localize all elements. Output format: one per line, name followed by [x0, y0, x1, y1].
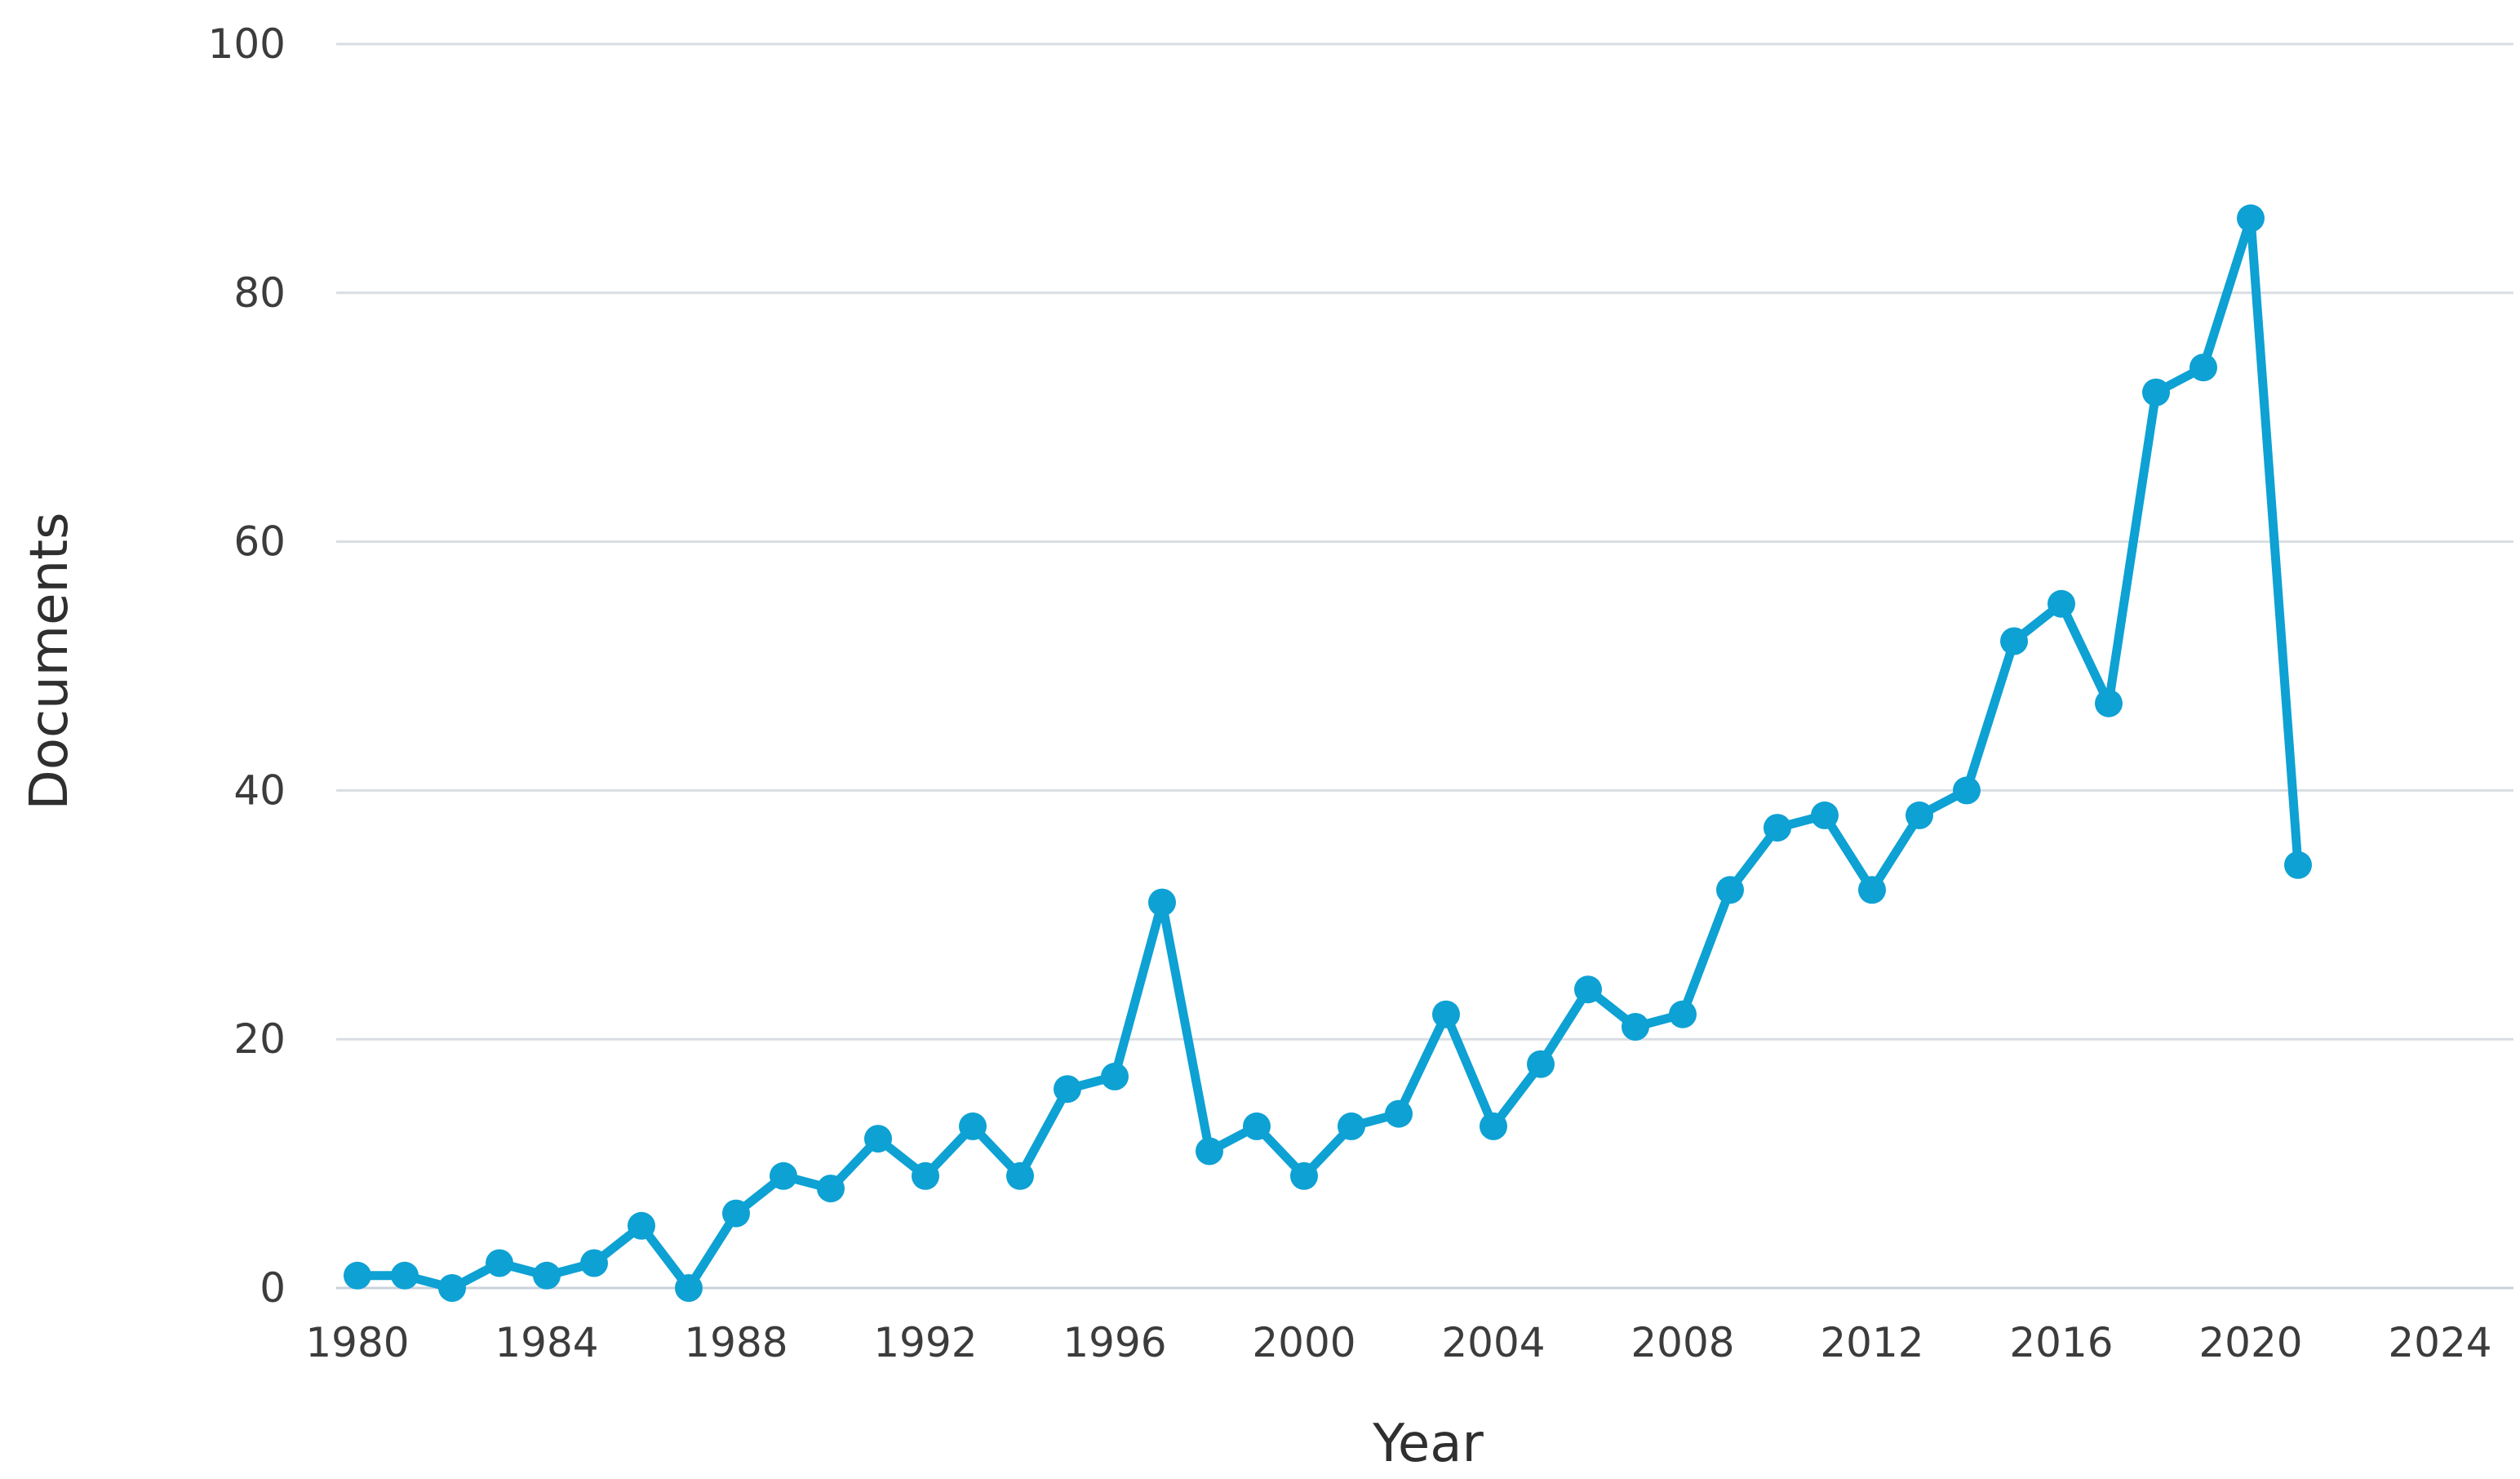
data-point-2020	[2237, 204, 2265, 233]
grid-lines	[336, 42, 2513, 1290]
x-tick-label-2020: 2020	[2198, 1319, 2302, 1366]
data-point-2010	[1764, 814, 1791, 842]
data-point-2021	[2284, 851, 2312, 879]
data-point-2001	[1338, 1112, 1365, 1140]
x-tick-label-1996: 1996	[1063, 1319, 1166, 1366]
data-point-1983	[486, 1249, 513, 1277]
data-point-1988	[722, 1199, 750, 1228]
data-point-2016	[2048, 589, 2075, 618]
x-tick-label-1988: 1988	[684, 1319, 788, 1366]
data-point-2018	[2142, 378, 2170, 406]
data-point-2006	[1574, 975, 1602, 1004]
data-point-1993	[959, 1112, 987, 1140]
data-point-2017	[2095, 689, 2123, 717]
y-tick-label-40: 40	[233, 766, 286, 814]
x-axis-tick-labels: 1980 1984 1988 1992 1996 2000 2004 2008 2012 2016…	[305, 1319, 2491, 1366]
data-point-1995	[1054, 1075, 1081, 1104]
data-point-1992	[912, 1161, 939, 1190]
y-axis-tick-labels: 0 20 40 60 80 100	[208, 20, 286, 1312]
data-point-2007	[1622, 1013, 1649, 1041]
x-tick-label-2024: 2024	[2388, 1319, 2491, 1366]
data-point-1982	[438, 1274, 466, 1302]
x-tick-label-2004: 2004	[1441, 1319, 1545, 1366]
x-axis-title: Year	[1372, 1414, 1484, 1474]
data-point-1998	[1196, 1137, 1223, 1166]
data-point-1984	[533, 1261, 561, 1290]
y-axis-title: Documents	[20, 513, 80, 811]
data-point-1980	[344, 1261, 371, 1290]
data-point-2019	[2189, 353, 2217, 382]
data-point-1987	[675, 1274, 703, 1302]
data-point-1981	[391, 1261, 419, 1290]
y-tick-label-0: 0	[260, 1264, 286, 1312]
series-line-0	[353, 213, 2303, 1293]
series-layer	[344, 204, 2312, 1302]
x-tick-label-2016: 2016	[2009, 1319, 2113, 1366]
y-tick-label-60: 60	[233, 518, 286, 566]
y-tick-label-100: 100	[208, 20, 286, 68]
data-point-2011	[1811, 801, 1839, 829]
data-point-2003	[1432, 1000, 1460, 1028]
data-point-1986	[628, 1211, 655, 1240]
data-point-2002	[1385, 1099, 1413, 1128]
x-tick-label-2012: 2012	[1820, 1319, 1923, 1366]
x-tick-label-1992: 1992	[873, 1319, 977, 1366]
x-tick-label-2000: 2000	[1252, 1319, 1355, 1366]
data-point-2013	[1906, 801, 1933, 829]
data-point-1985	[580, 1249, 608, 1277]
x-tick-label-1980: 1980	[305, 1319, 409, 1366]
y-tick-label-80: 80	[233, 269, 286, 317]
data-point-1994	[1006, 1161, 1034, 1190]
data-point-1991	[864, 1125, 892, 1153]
y-tick-label-20: 20	[233, 1015, 286, 1063]
x-tick-label-1984: 1984	[495, 1319, 598, 1366]
data-point-2014	[1953, 776, 1981, 805]
x-tick-label-2008: 2008	[1630, 1319, 1734, 1366]
data-point-2015	[2000, 627, 2028, 655]
data-point-2008	[1669, 1000, 1697, 1028]
data-point-2009	[1716, 876, 1744, 904]
data-point-2004	[1480, 1112, 1507, 1140]
data-point-2012	[1858, 876, 1886, 904]
data-point-2000	[1290, 1161, 1318, 1190]
data-point-1997	[1148, 888, 1176, 917]
data-point-1990	[817, 1175, 845, 1203]
data-point-2005	[1527, 1050, 1555, 1078]
data-point-1996	[1101, 1062, 1129, 1090]
data-point-1989	[770, 1161, 797, 1190]
data-point-1999	[1243, 1112, 1271, 1140]
